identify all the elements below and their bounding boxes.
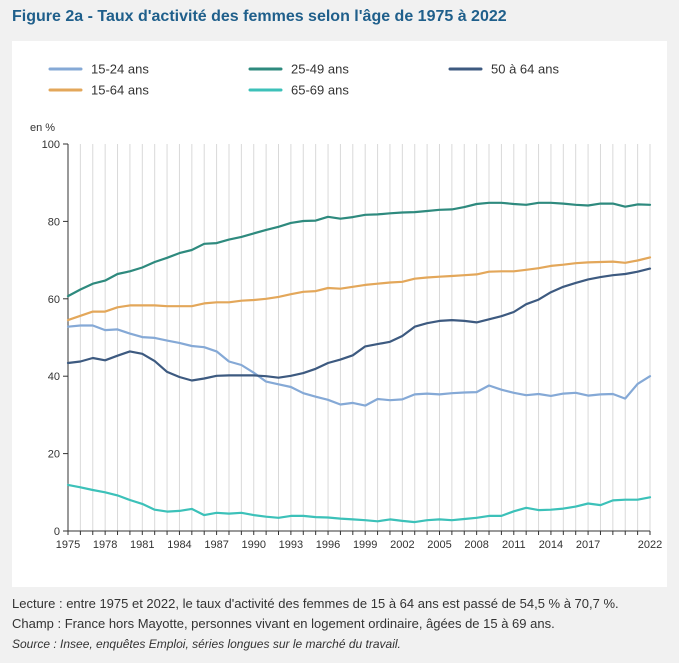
y-tick-label: 80 [48, 216, 60, 228]
x-tick-label: 1999 [353, 539, 377, 551]
x-tick-label: 1987 [204, 539, 228, 551]
lecture-note: Lecture : entre 1975 et 2022, le taux d'… [12, 596, 619, 611]
x-tick-label: 1975 [56, 539, 80, 551]
series-line [66, 483, 652, 524]
x-tick-label: 1993 [279, 539, 303, 551]
x-tick-label: 2011 [502, 539, 526, 551]
x-tick-label: 1990 [242, 539, 266, 551]
axes: en % 0 20 40 60 80 100 1975 1978 1981 1984 1987 1990… [30, 122, 662, 551]
legend-label: 25-49 ans [291, 62, 349, 77]
notes: Lecture : entre 1975 et 2022, le taux d'… [12, 594, 672, 654]
y-tick-label: 40 [48, 371, 60, 383]
x-tick-label: 1981 [130, 539, 154, 551]
legend-label: 15-24 ans [91, 62, 149, 77]
x-tick-label: 2017 [576, 539, 600, 551]
y-tick-label: 60 [48, 294, 60, 306]
source-note: Source : Insee, enquêtes Emploi, séries … [12, 637, 401, 651]
y-axis-unit: en % [30, 122, 55, 134]
x-tick-label: 1996 [316, 539, 340, 551]
x-tick-label: 2022 [638, 539, 662, 551]
x-tick-label: 1978 [93, 539, 117, 551]
chart-panel: 15-24 ans 25-49 ans 50 à 64 ans 15-64 ans 65… [12, 41, 667, 587]
legend-label: 50 à 64 ans [491, 62, 559, 77]
y-tick-label: 20 [48, 449, 60, 461]
legend-label: 65-69 ans [291, 83, 349, 98]
x-tick-label: 2005 [427, 539, 451, 551]
series-lines [66, 201, 652, 524]
x-tick-label: 2008 [464, 539, 488, 551]
y-tick-label: 0 [54, 526, 60, 538]
series-line [66, 256, 652, 322]
x-tick-label: 1984 [167, 539, 191, 551]
figure-title: Figure 2a - Taux d'activité des femmes s… [12, 8, 507, 25]
x-tick-label: 2014 [539, 539, 563, 551]
legend-label: 15-64 ans [91, 83, 149, 98]
series-line [66, 267, 652, 382]
x-tick-label: 2002 [390, 539, 414, 551]
series-line [66, 201, 652, 298]
y-tick-label: 100 [42, 139, 60, 151]
line-chart: 15-24 ans 25-49 ans 50 à 64 ans 15-64 ans 65… [30, 62, 662, 552]
series-line [66, 324, 652, 407]
champ-note: Champ : France hors Mayotte, personnes v… [12, 616, 555, 631]
legend: 15-24 ans 25-49 ans 50 à 64 ans 15-64 ans 65… [48, 62, 559, 98]
